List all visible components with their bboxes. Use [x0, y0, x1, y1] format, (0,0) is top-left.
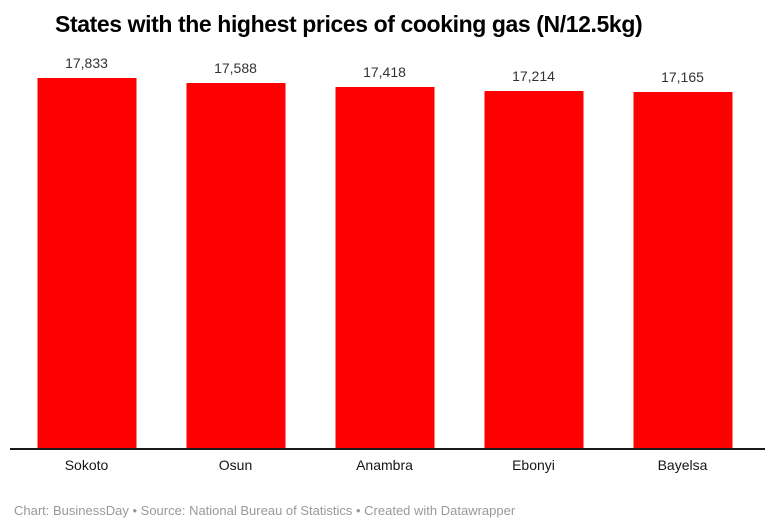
bar-column: 17,165	[608, 70, 757, 450]
bar-category-label: Ebonyi	[512, 457, 555, 473]
x-axis-labels: Sokoto Osun Anambra Ebonyi Bayelsa	[12, 458, 757, 472]
x-axis-line	[10, 448, 765, 450]
bar	[484, 91, 583, 450]
bar-column: 17,418	[310, 65, 459, 450]
bar-category-label: Sokoto	[64, 457, 109, 473]
chart-title: States with the highest prices of cookin…	[55, 11, 643, 37]
bar-category-label: Anambra	[356, 457, 413, 473]
bar-value-label: 17,588	[214, 60, 257, 76]
bar	[186, 83, 285, 450]
bar	[335, 87, 434, 450]
bar	[37, 78, 136, 450]
bar-value-label: 17,418	[363, 64, 406, 80]
bar-value-label: 17,214	[512, 68, 555, 84]
chart-footer: Chart: BusinessDay • Source: National Bu…	[14, 503, 516, 518]
bar-column: 17,588	[161, 61, 310, 450]
bar-column: 17,833	[12, 56, 161, 450]
bar	[633, 92, 732, 450]
bar-value-label: 17,165	[661, 69, 704, 85]
plot-area: 17,833 17,588 17,418 17,214 17,165	[12, 56, 757, 450]
bar-category-label: Bayelsa	[657, 457, 708, 473]
bar-category-label: Osun	[218, 457, 253, 473]
bar-value-label: 17,833	[65, 55, 108, 71]
bar-column: 17,214	[459, 69, 608, 450]
